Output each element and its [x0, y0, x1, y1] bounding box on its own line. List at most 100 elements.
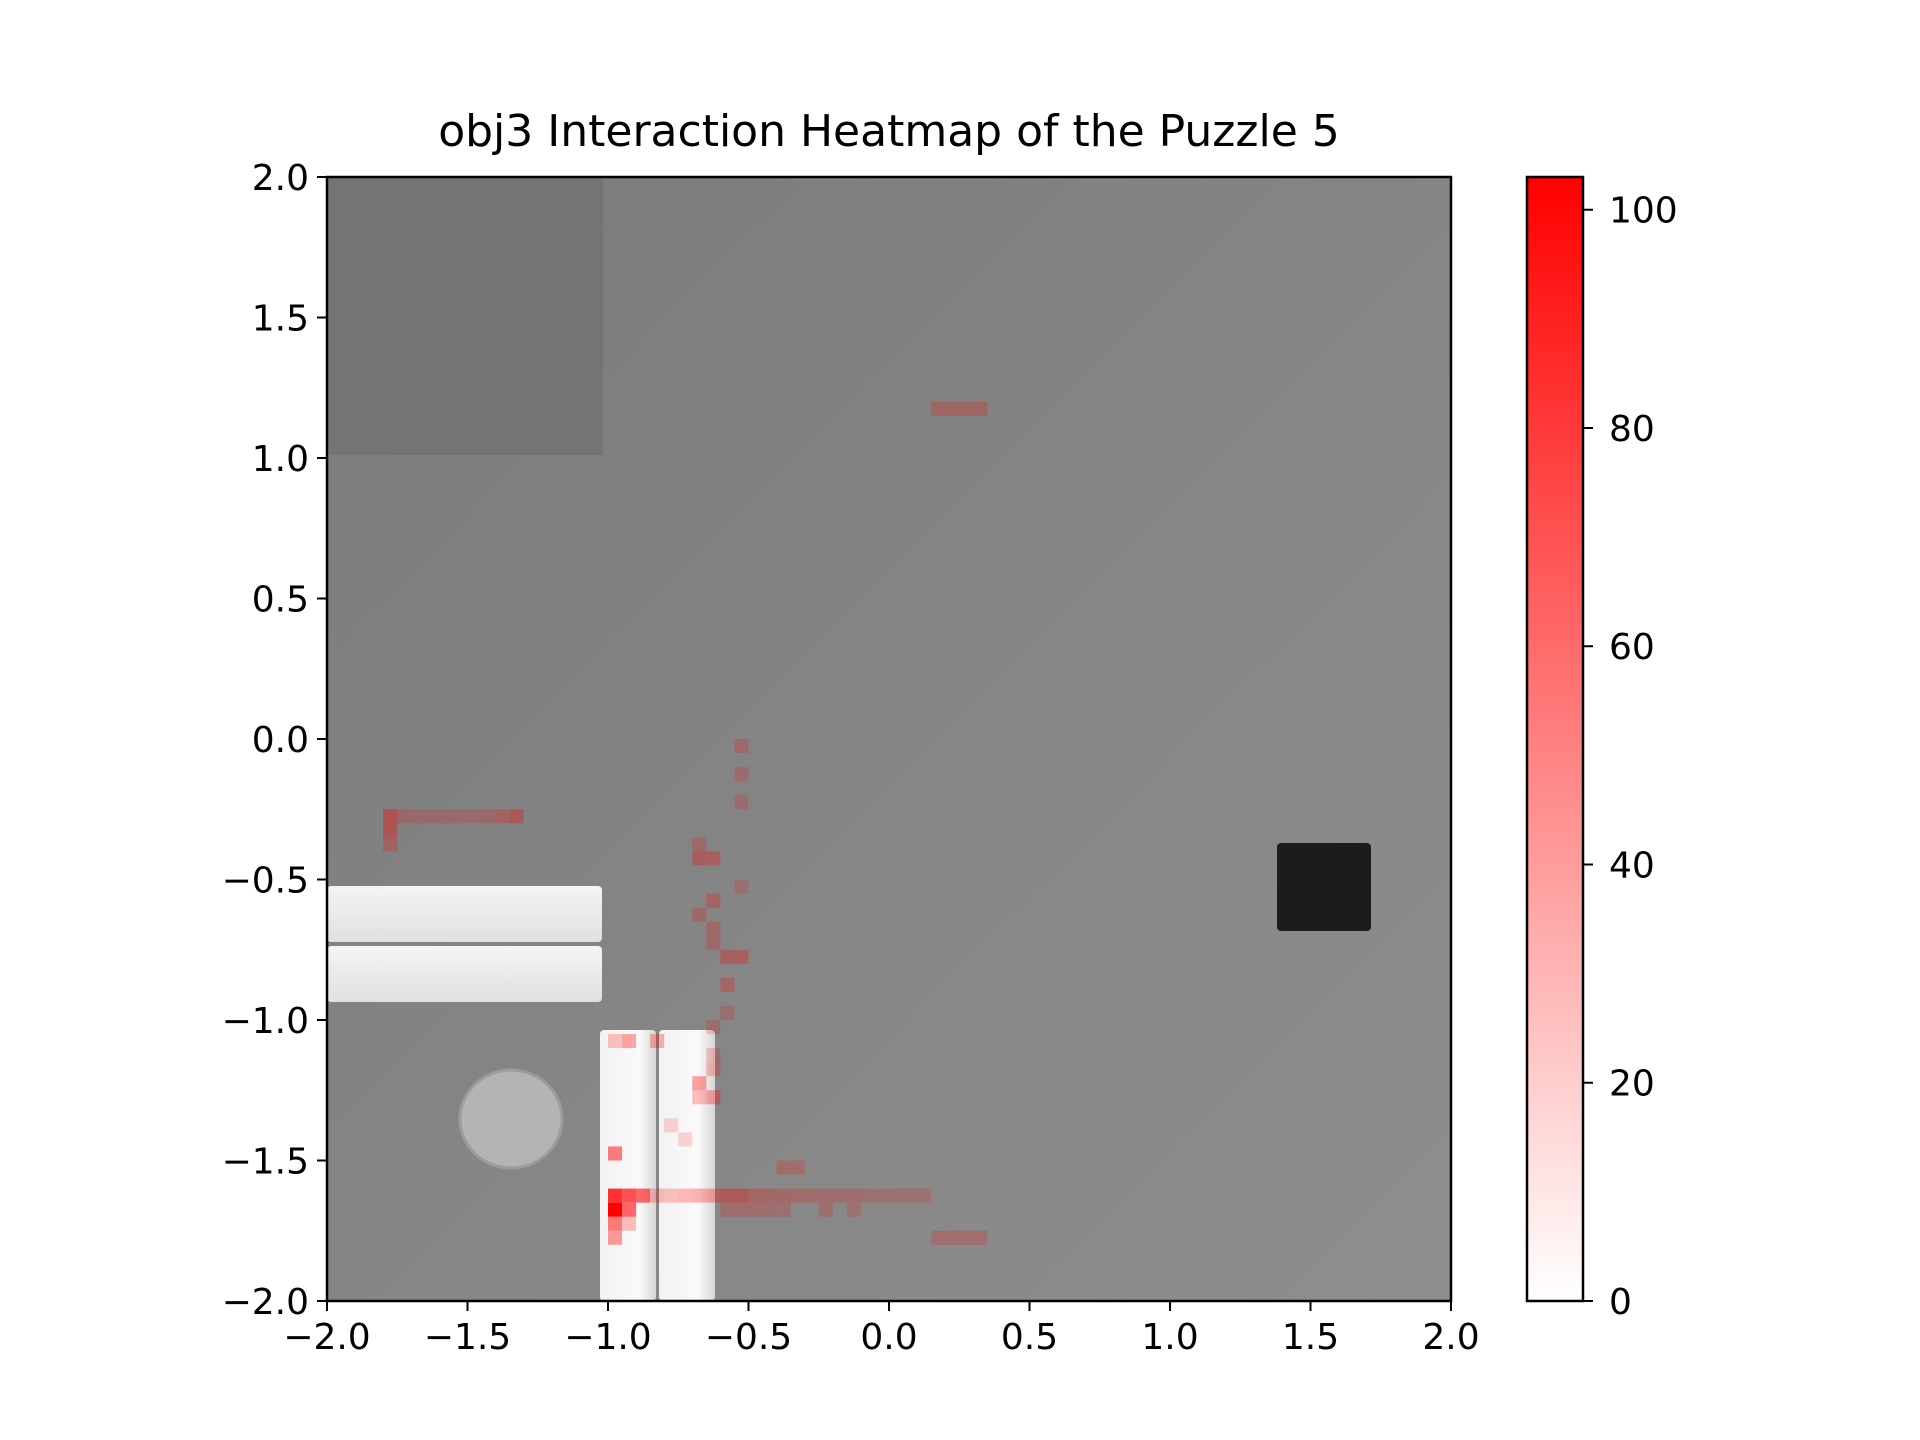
heatmap-cell [762, 1202, 777, 1217]
heatmap-cell [706, 935, 721, 950]
heatmap-cell [622, 1216, 637, 1231]
heatmap-cell [874, 1188, 889, 1203]
chart-title: obj3 Interaction Heatmap of the Puzzle 5 [438, 106, 1340, 157]
white-block-horizontal-1 [327, 886, 602, 942]
heatmap-cell [734, 795, 749, 810]
y-tick-label: 1.0 [252, 439, 309, 480]
y-tick-label: 0.0 [252, 720, 309, 761]
heatmap-cell [608, 1216, 623, 1231]
heatmap-cell [776, 1202, 791, 1217]
heatmap-cell [706, 1020, 721, 1035]
black-cube [1277, 843, 1371, 931]
heatmap-cell [650, 1034, 665, 1049]
heatmap-cell [706, 851, 721, 866]
heatmap-cell [790, 1160, 805, 1175]
heatmap-cell [776, 1160, 791, 1175]
x-tick-label: 0.0 [860, 1317, 917, 1358]
heatmap-cell [734, 949, 749, 964]
heatmap-cell [945, 401, 960, 416]
white-block-vertical-2 [659, 1030, 715, 1301]
heatmap-cell [664, 1118, 679, 1133]
heatmap-cell [846, 1188, 861, 1203]
white-block-vertical-1 [600, 1030, 656, 1301]
colorbar-axis: 0 20 40 60 80 100 [1583, 191, 1678, 1323]
heatmap-cell [734, 1202, 749, 1217]
heatmap-cell [860, 1188, 875, 1203]
heatmap-cell [495, 809, 510, 824]
x-tick-label: −2.0 [283, 1317, 370, 1358]
heatmap-cell [692, 837, 707, 852]
heatmap-cell [832, 1188, 847, 1203]
heatmap-cell [439, 809, 454, 824]
heatmap-cell [959, 1230, 974, 1245]
x-tick-label: 1.0 [1141, 1317, 1198, 1358]
y-tick-label: 1.5 [252, 299, 309, 340]
y-tick-label: −1.0 [222, 1001, 309, 1042]
heatmap-cell [411, 809, 426, 824]
heatmap-cell [383, 823, 398, 838]
heatmap-cell [734, 739, 749, 754]
y-axis: 2.0 1.5 1.0 0.5 0.0 −0.5 −1.0 −1.5 −2.0 [222, 158, 327, 1323]
colorbar-tick-label: 100 [1609, 191, 1678, 232]
heatmap-cell [481, 809, 496, 824]
heatmap-cell [734, 1188, 749, 1203]
heatmap-cell [706, 1048, 721, 1063]
heatmap-cell [636, 1188, 651, 1203]
colorbar [1525, 175, 1585, 1303]
colorbar-tick-label: 0 [1609, 1282, 1632, 1323]
heatmap-cell [383, 837, 398, 852]
heatmap-cell [931, 1230, 946, 1245]
heatmap-cell [748, 1202, 763, 1217]
heatmap-cell [734, 767, 749, 782]
colorbar-tick-label: 60 [1609, 627, 1655, 668]
x-tick-label: −1.5 [424, 1317, 511, 1358]
x-tick-label: 0.5 [1001, 1317, 1058, 1358]
x-tick-label: −1.0 [564, 1317, 651, 1358]
heatmap-cell [622, 1202, 637, 1217]
colorbar-tick-label: 40 [1609, 845, 1655, 886]
heatmap-cell [818, 1188, 833, 1203]
heatmap-cell [706, 1062, 721, 1077]
heatmap-cell [622, 1188, 637, 1203]
heatmap-cell [622, 1034, 637, 1049]
heatmap-cell [692, 1188, 707, 1203]
heatmap-cell [720, 1188, 735, 1203]
heatmap-cell [959, 401, 974, 416]
heatmap-cell [453, 809, 468, 824]
round-disc [458, 1068, 564, 1170]
heatmap-cell [608, 1146, 623, 1161]
heatmap-cell [397, 809, 412, 824]
heatmap-cell [720, 1202, 735, 1217]
heatmap-cell [608, 1230, 623, 1245]
heatmap-cell [608, 1188, 623, 1203]
y-tick-label: 0.5 [252, 580, 309, 621]
colorbar-tick-label: 80 [1609, 409, 1655, 450]
heatmap-cell [931, 401, 946, 416]
heatmap-cell [608, 1202, 623, 1217]
heatmap-cell [804, 1188, 819, 1203]
x-tick-label: 2.0 [1422, 1317, 1479, 1358]
x-tick-label: 1.5 [1282, 1317, 1339, 1358]
heatmap-cell [664, 1188, 679, 1203]
heatmap-cell [917, 1188, 932, 1203]
heatmap-cell [692, 851, 707, 866]
y-tick-label: −0.5 [222, 861, 309, 902]
heatmap-cell [692, 1076, 707, 1091]
heatmap-cell [889, 1188, 904, 1203]
dark-floor-patch [327, 177, 603, 455]
heatmap-cell [650, 1188, 665, 1203]
heatmap-cell [608, 1034, 623, 1049]
heatmap-cell [973, 401, 988, 416]
scene-background [327, 177, 1451, 1301]
heatmap-cell [720, 977, 735, 992]
heatmap-cell [425, 809, 440, 824]
heatmap-cell [903, 1188, 918, 1203]
heatmap-cell [790, 1188, 805, 1203]
y-tick-label: −2.0 [222, 1282, 309, 1323]
heatmap-cell [762, 1188, 777, 1203]
heatmap-cell [692, 1090, 707, 1105]
x-tick-label: −0.5 [705, 1317, 792, 1358]
x-axis: −2.0 −1.5 −1.0 −0.5 0.0 0.5 1.0 1.5 2.0 [283, 1301, 1480, 1358]
heatmap-cell [945, 1230, 960, 1245]
